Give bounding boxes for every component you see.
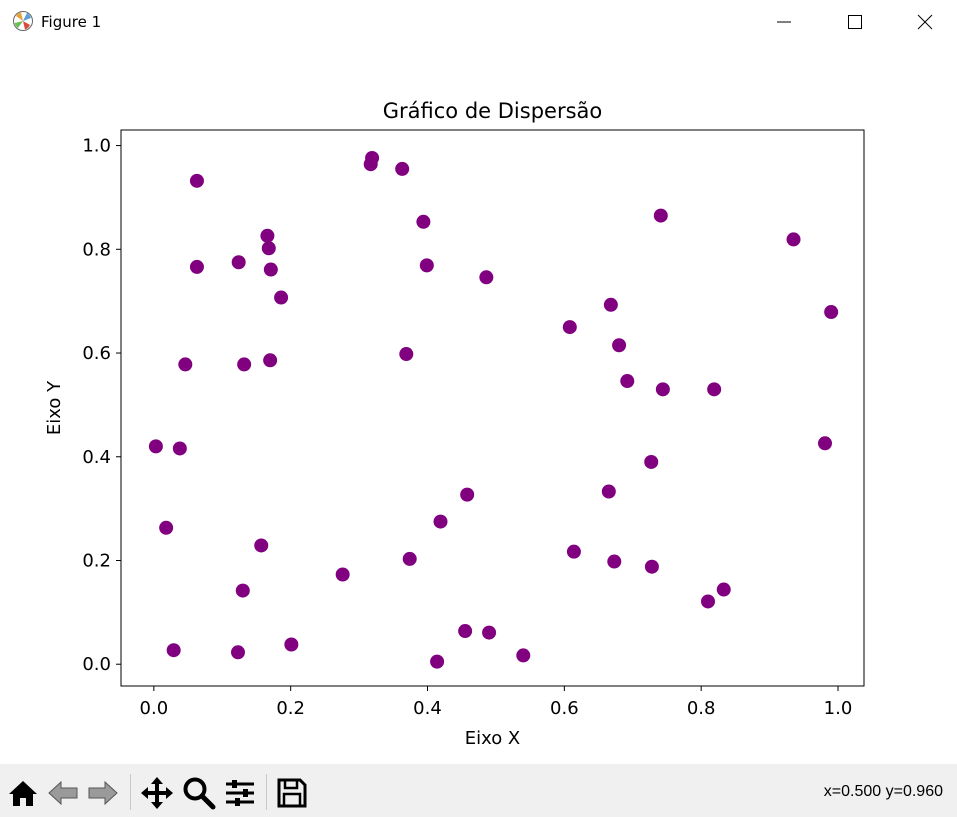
y-tick-label: 0.6 bbox=[82, 343, 111, 364]
save-button[interactable] bbox=[275, 776, 309, 810]
y-tick-label: 1.0 bbox=[82, 136, 111, 157]
scatter-point bbox=[603, 297, 618, 312]
y-axis-label: Eixo Y bbox=[44, 380, 65, 435]
y-tick-label: 0.8 bbox=[82, 239, 111, 260]
x-tick-label: 0.0 bbox=[140, 698, 169, 719]
scatter-point bbox=[148, 439, 163, 454]
y-tick-label: 0.0 bbox=[82, 654, 111, 675]
navigation-toolbar: x=0.500 y=0.960 bbox=[0, 764, 957, 817]
minimize-button[interactable] bbox=[752, 0, 816, 44]
forward-arrow-icon bbox=[88, 780, 118, 806]
configure-subplots-button[interactable] bbox=[223, 776, 257, 810]
x-tick-label: 0.2 bbox=[276, 698, 305, 719]
scatter-point bbox=[263, 353, 278, 368]
toolbar-separator bbox=[266, 774, 267, 810]
scatter-point bbox=[655, 382, 670, 397]
window-title: Figure 1 bbox=[41, 13, 102, 31]
close-icon bbox=[917, 14, 933, 30]
scatter-point bbox=[166, 643, 181, 658]
back-button[interactable] bbox=[46, 776, 80, 810]
home-button[interactable] bbox=[6, 776, 40, 810]
chart-title: Gráfico de Dispersão bbox=[383, 99, 603, 123]
scatter-point bbox=[516, 648, 531, 663]
close-button[interactable] bbox=[893, 0, 957, 44]
matplotlib-logo-icon bbox=[13, 11, 33, 31]
pan-button[interactable] bbox=[140, 776, 174, 810]
toolbar-separator bbox=[130, 774, 131, 810]
zoom-icon bbox=[183, 777, 216, 810]
scatter-point bbox=[263, 262, 278, 277]
scatter-point bbox=[433, 514, 448, 529]
scatter-plot: 0.0 0.2 0.4 0.6 0.8 1.0 0.0 0.2 0.4 0.6 0.8 1.0 Gráf… bbox=[44, 99, 865, 749]
scatter-point bbox=[419, 258, 434, 273]
scatter-point bbox=[458, 624, 473, 639]
y-tick-label: 0.4 bbox=[82, 447, 111, 468]
scatter-point bbox=[395, 161, 410, 176]
pan-icon bbox=[141, 777, 173, 809]
scatter-point bbox=[159, 520, 174, 535]
window-titlebar: Figure 1 bbox=[0, 0, 957, 44]
zoom-button[interactable] bbox=[182, 776, 216, 810]
scatter-point bbox=[479, 270, 494, 285]
scatter-point bbox=[237, 357, 252, 372]
scatter-point bbox=[707, 382, 722, 397]
x-tick-label: 1.0 bbox=[824, 698, 853, 719]
scatter-point bbox=[620, 374, 635, 389]
scatter-point bbox=[430, 654, 445, 669]
scatter-point bbox=[460, 487, 475, 502]
scatter-point bbox=[284, 637, 299, 652]
home-icon bbox=[9, 781, 37, 806]
configure-subplots-icon bbox=[226, 780, 254, 806]
maximize-button[interactable] bbox=[823, 0, 887, 44]
minimize-icon bbox=[777, 21, 791, 23]
scatter-point bbox=[260, 228, 275, 243]
scatter-point bbox=[612, 338, 627, 353]
scatter-point bbox=[235, 583, 250, 598]
x-tick-label: 0.6 bbox=[550, 698, 579, 719]
scatter-point bbox=[365, 151, 380, 166]
scatter-point bbox=[653, 208, 668, 223]
scatter-point bbox=[562, 320, 577, 335]
scatter-point bbox=[274, 290, 289, 305]
scatter-point bbox=[701, 594, 716, 609]
scatter-point bbox=[399, 347, 414, 362]
axes-frame bbox=[120, 129, 865, 687]
save-icon bbox=[277, 778, 307, 808]
maximize-icon bbox=[848, 15, 862, 29]
scatter-point bbox=[254, 538, 269, 553]
scatter-point bbox=[644, 454, 659, 469]
figure-canvas[interactable]: 0.0 0.2 0.4 0.6 0.8 1.0 0.0 0.2 0.4 0.6 0.8 1.0 Gráf… bbox=[0, 44, 957, 764]
scatter-point bbox=[566, 544, 581, 559]
scatter-point bbox=[261, 241, 276, 256]
scatter-point bbox=[416, 214, 431, 229]
scatter-point bbox=[335, 567, 350, 582]
scatter-point bbox=[824, 305, 839, 320]
scatter-point bbox=[607, 554, 622, 569]
scatter-point bbox=[786, 232, 801, 247]
scatter-point bbox=[189, 173, 204, 188]
x-axis-label: Eixo X bbox=[465, 728, 521, 749]
scatter-point bbox=[601, 484, 616, 499]
scatter-point bbox=[818, 436, 833, 451]
forward-button[interactable] bbox=[86, 776, 120, 810]
scatter-point bbox=[644, 559, 659, 574]
scatter-point bbox=[716, 582, 731, 597]
scatter-point bbox=[231, 255, 246, 270]
scatter-point bbox=[172, 441, 187, 456]
scatter-point bbox=[230, 645, 245, 660]
y-tick-label: 0.2 bbox=[82, 550, 111, 571]
cursor-coordinates: x=0.500 y=0.960 bbox=[823, 783, 943, 800]
x-tick-label: 0.4 bbox=[413, 698, 442, 719]
x-tick-label: 0.8 bbox=[687, 698, 716, 719]
scatter-point bbox=[178, 357, 193, 372]
scatter-point bbox=[189, 259, 204, 274]
scatter-point bbox=[402, 551, 417, 566]
scatter-point bbox=[482, 625, 497, 640]
back-arrow-icon bbox=[48, 780, 78, 806]
